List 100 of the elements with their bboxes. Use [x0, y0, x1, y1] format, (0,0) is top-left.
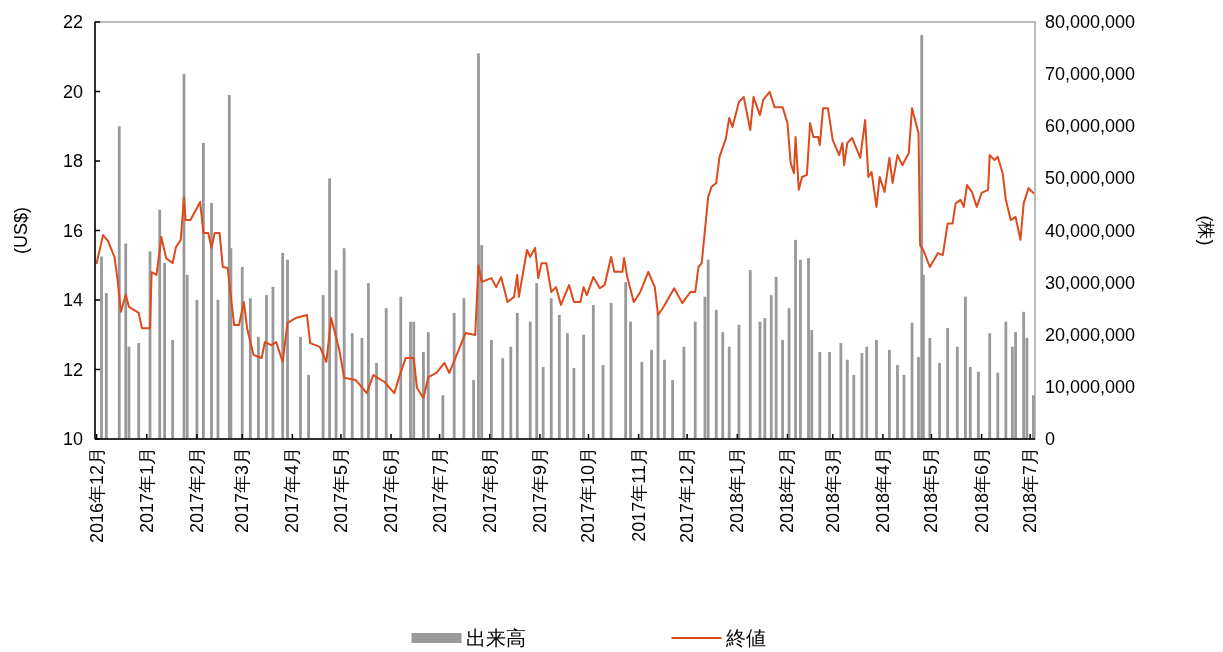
x-tick-label: 2017年7月	[429, 447, 450, 534]
bar	[938, 362, 941, 439]
bar	[124, 243, 128, 439]
bar	[968, 367, 972, 439]
bar	[422, 351, 425, 439]
y-tick-label: 20	[62, 81, 83, 102]
y-tick-label: 14	[62, 290, 83, 310]
bar	[875, 339, 878, 439]
bar	[535, 283, 539, 439]
bar	[818, 351, 822, 439]
bar	[566, 333, 569, 439]
bar	[887, 349, 891, 439]
bar	[257, 336, 260, 439]
x-tick-label: 2017年4月	[282, 447, 303, 534]
bar	[240, 266, 244, 439]
x-tick-label: 2018年2月	[777, 447, 798, 534]
x-tick-label: 2018年5月	[921, 447, 942, 534]
x-tick-label: 2018年4月	[872, 447, 893, 534]
bar	[727, 346, 731, 439]
bar	[299, 336, 302, 439]
y-tick-label: 10	[62, 429, 83, 449]
bar	[472, 380, 475, 439]
bar	[955, 346, 959, 439]
bar	[100, 256, 103, 439]
x-tick-label: 2017年12月	[677, 447, 698, 544]
bar	[210, 202, 213, 439]
bar	[399, 296, 403, 439]
bar	[328, 178, 331, 439]
bar	[828, 351, 831, 439]
bar	[896, 364, 899, 439]
bar	[452, 312, 456, 439]
bar	[265, 295, 268, 439]
bar	[860, 352, 864, 439]
bar	[281, 252, 285, 439]
bar	[640, 361, 644, 439]
y-tick-label: 22	[62, 12, 83, 32]
x-tick-label: 2017年10月	[578, 447, 599, 544]
bar	[609, 302, 613, 439]
bar	[781, 339, 785, 439]
legend-label: 出来高	[465, 627, 526, 649]
y2-tick-label: 40,000,000	[1045, 220, 1136, 241]
bar	[515, 312, 519, 439]
y2-tick-label: 70,000,000	[1045, 64, 1136, 85]
bar	[367, 283, 370, 439]
bar	[509, 346, 513, 439]
y2-tick-label: 30,000,000	[1045, 272, 1136, 293]
bar	[946, 327, 950, 439]
bar	[1031, 395, 1035, 439]
bar	[528, 321, 532, 439]
bar	[307, 374, 310, 439]
y2-tick-label: 10,000,000	[1045, 376, 1136, 397]
bar	[624, 282, 628, 439]
bar	[852, 374, 856, 439]
bar	[426, 332, 430, 439]
bar	[769, 295, 773, 439]
bar	[462, 298, 466, 439]
bar	[321, 295, 325, 439]
bar	[839, 343, 843, 439]
y2-tick-label: 20,000,000	[1045, 324, 1136, 345]
bar	[409, 321, 412, 439]
bar	[1004, 321, 1008, 439]
bar	[714, 309, 718, 439]
y2-axis-title: (株)	[1196, 215, 1216, 246]
legend-label: 終値	[724, 627, 766, 649]
bar	[763, 318, 767, 439]
bar	[202, 142, 205, 439]
x-tick-label: 2017年6月	[381, 447, 402, 534]
bar	[964, 296, 967, 439]
bar	[845, 359, 849, 439]
bar	[1022, 311, 1026, 439]
x-tick-label: 2017年3月	[232, 447, 253, 534]
bar	[158, 209, 162, 439]
bar	[591, 305, 595, 439]
bar	[650, 349, 653, 439]
bar	[693, 321, 697, 439]
bar	[350, 333, 354, 439]
bar	[477, 53, 480, 439]
x-tick-label: 2018年7月	[1020, 447, 1041, 534]
bar	[1014, 332, 1017, 439]
bar	[706, 259, 710, 439]
bar	[375, 362, 378, 439]
x-tick-label: 2017年9月	[529, 447, 550, 534]
bar	[541, 367, 545, 439]
y2-tick-label: 0	[1045, 429, 1056, 449]
bar	[582, 334, 586, 439]
bar	[996, 372, 1000, 439]
bar	[286, 259, 289, 439]
bar	[629, 321, 632, 439]
y2-tick-label: 50,000,000	[1045, 168, 1136, 189]
x-tick-label: 2016年12月	[86, 447, 107, 544]
bar	[104, 293, 108, 439]
bar	[865, 346, 869, 439]
bar	[671, 380, 674, 439]
x-tick-label: 2017年1月	[136, 447, 157, 534]
bar	[663, 359, 666, 439]
bar	[117, 126, 121, 439]
bar	[807, 258, 810, 439]
bar	[774, 276, 778, 439]
y-axis-title: (US$)	[11, 206, 31, 255]
bar	[928, 337, 932, 439]
